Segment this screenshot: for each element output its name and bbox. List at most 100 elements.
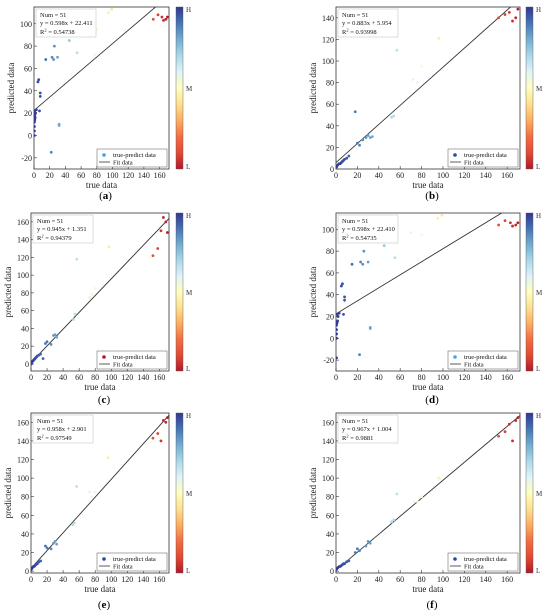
data-point xyxy=(49,547,53,551)
y-tick-label: 160 xyxy=(17,218,29,227)
colorbar-gradient xyxy=(175,412,184,574)
y-tick-label: 100 xyxy=(17,271,29,280)
data-point xyxy=(72,318,75,321)
x-tick-label: 60 xyxy=(75,373,83,382)
data-point xyxy=(166,15,169,19)
y-tick-label: 40 xyxy=(326,122,334,131)
data-point xyxy=(392,114,396,118)
x-tick-label: 140 xyxy=(480,171,492,180)
y-tick-label: 100 xyxy=(322,474,334,483)
x-tick-label: 120 xyxy=(122,171,134,180)
data-point xyxy=(507,11,511,14)
y-tick-label: 40 xyxy=(21,324,29,333)
data-point xyxy=(361,262,365,266)
data-point xyxy=(34,116,37,120)
x-axis-label: true data xyxy=(84,382,115,392)
data-point xyxy=(390,115,394,119)
r-squared: R2 = 0.93998 xyxy=(342,28,377,37)
data-point xyxy=(75,485,79,488)
data-point xyxy=(38,109,41,113)
data-point xyxy=(36,80,40,84)
panels: 0 20 40 60 80 100 120 140 160-20020406080100true… xyxy=(3,6,543,611)
data-point xyxy=(49,342,53,346)
data-point xyxy=(336,336,338,340)
data-point xyxy=(55,335,59,339)
data-point xyxy=(511,224,514,228)
data-point xyxy=(165,416,169,420)
data-point xyxy=(358,353,361,357)
x-tick-label: 0 xyxy=(32,171,36,180)
stats-box-frame xyxy=(337,414,399,444)
y-tick-label: 120 xyxy=(17,253,29,262)
x-tick-label: 40 xyxy=(375,373,383,382)
data-point xyxy=(355,547,359,551)
x-tick-label: 80 xyxy=(418,171,426,180)
data-point xyxy=(353,551,357,554)
data-point xyxy=(395,48,399,52)
colorbar-high-label: H xyxy=(186,412,191,420)
y-tick-label: 40 xyxy=(21,530,29,539)
y-tick-label: 80 xyxy=(326,79,334,88)
y-tick-label: 40 xyxy=(326,291,334,300)
data-point xyxy=(359,260,363,264)
data-point xyxy=(347,154,351,158)
colorbar-mid-label: M xyxy=(186,289,193,297)
y-tick-label: 120 xyxy=(17,456,29,465)
colorbar-high-label: H xyxy=(536,412,541,420)
x-tick-label: 80 xyxy=(91,575,99,584)
x-tick-label: 20 xyxy=(353,373,361,382)
data-point xyxy=(514,223,518,227)
data-point xyxy=(164,420,168,424)
data-point xyxy=(34,129,36,133)
data-point xyxy=(336,328,338,331)
data-point xyxy=(497,16,501,20)
data-point xyxy=(93,490,97,494)
data-point xyxy=(336,321,339,325)
data-point xyxy=(75,257,79,261)
colorbar-low-label: L xyxy=(186,365,190,373)
data-point xyxy=(106,456,110,460)
data-point xyxy=(336,356,338,360)
data-point xyxy=(347,559,351,563)
data-point xyxy=(107,11,110,14)
x-tick-label: 160 xyxy=(153,575,165,584)
y-tick-label: 160 xyxy=(322,418,334,427)
y-tick-label: 100 xyxy=(20,20,32,29)
data-points xyxy=(336,416,520,571)
x-tick-label: 140 xyxy=(480,575,492,584)
data-point xyxy=(409,231,413,235)
data-point xyxy=(503,430,507,434)
data-point xyxy=(364,544,368,548)
x-tick-label: 120 xyxy=(121,373,133,382)
x-tick-label: 140 xyxy=(137,575,149,584)
data-point xyxy=(339,284,343,288)
x-tick-label: 140 xyxy=(138,171,150,180)
stats-box-frame xyxy=(35,8,97,38)
data-point xyxy=(53,539,57,543)
data-point xyxy=(156,432,160,435)
data-points xyxy=(336,7,520,169)
legend-frame xyxy=(96,552,168,572)
legend-fit-label: Fit data xyxy=(464,362,484,369)
data-point xyxy=(516,221,520,225)
y-tick-label: 80 xyxy=(21,289,29,298)
data-point xyxy=(165,231,169,234)
y-tick-label: 120 xyxy=(322,456,334,465)
data-point xyxy=(49,150,53,154)
data-point xyxy=(88,295,91,299)
legend-marker xyxy=(453,355,457,359)
data-point xyxy=(336,323,338,327)
data-point xyxy=(370,135,374,139)
data-point xyxy=(159,229,163,233)
data-point xyxy=(90,293,94,297)
data-point xyxy=(345,560,349,564)
colorbar-gradient xyxy=(525,412,534,574)
x-tick-label: 0 xyxy=(334,575,338,584)
x-tick-label: 40 xyxy=(59,373,67,382)
data-point xyxy=(368,327,372,330)
data-point xyxy=(52,541,55,545)
y-axis-label: predicted data xyxy=(3,468,13,519)
data-point xyxy=(382,244,386,248)
r-squared: R2 = 0.54735 xyxy=(342,234,377,243)
data-point xyxy=(497,434,501,438)
